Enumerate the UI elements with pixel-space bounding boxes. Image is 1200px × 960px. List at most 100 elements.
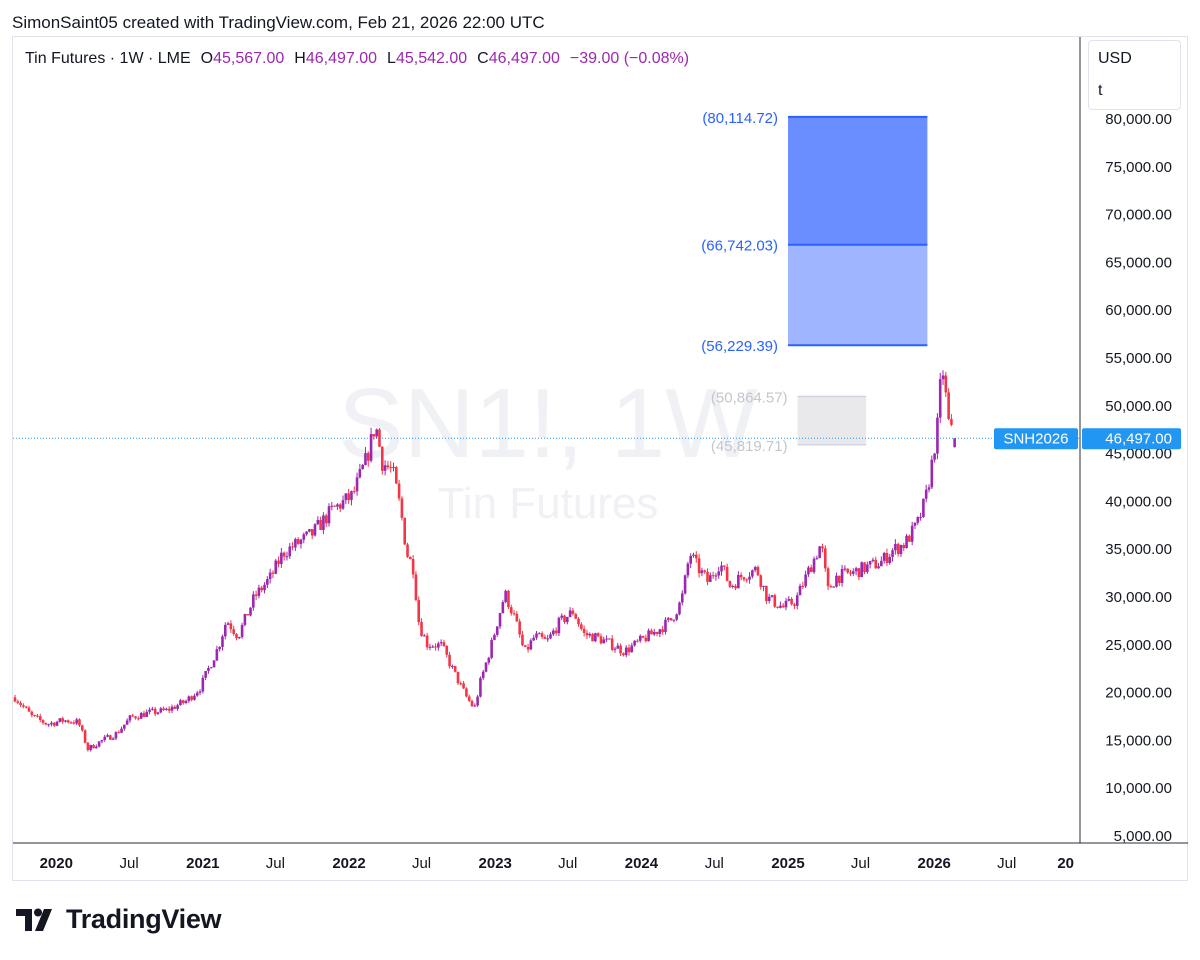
candle-body [114, 732, 118, 739]
candle-body [305, 531, 308, 535]
unit-label[interactable]: t [1098, 82, 1103, 99]
candle-body [344, 493, 348, 501]
candle-body [322, 515, 325, 531]
candle-body [793, 604, 796, 606]
candle-body [523, 645, 527, 647]
candle-body [930, 459, 934, 488]
candle-body [922, 498, 925, 518]
candle-body [748, 576, 751, 580]
candle-body [857, 568, 861, 578]
x-tick-label: Jul [266, 855, 285, 872]
candle-body [507, 590, 510, 608]
candle-body [742, 577, 746, 580]
candle-body [470, 700, 474, 707]
candle-body [235, 633, 238, 639]
candle-body [669, 618, 673, 621]
candle-body [145, 711, 149, 717]
candle-body [661, 629, 664, 632]
candle-body [319, 520, 322, 531]
candle-body [66, 720, 70, 723]
candle-body [652, 631, 656, 635]
candle-body [428, 646, 432, 648]
x-tick-label: Jul [851, 855, 870, 872]
candle-body [159, 708, 163, 713]
candle-body [498, 613, 502, 627]
candle-body [24, 706, 28, 708]
candle-body [341, 500, 345, 509]
candle-body [86, 742, 90, 750]
candle-body [462, 683, 465, 689]
candle-body [142, 713, 146, 717]
candle-body [330, 505, 334, 507]
candle-body [849, 572, 852, 574]
candle-body [835, 575, 838, 587]
candle-body [543, 637, 547, 639]
candle-body [252, 594, 255, 608]
candle-body [442, 642, 446, 646]
price-zones [13, 115, 1080, 446]
candle-body [644, 637, 648, 642]
candle-body [812, 558, 816, 573]
grey-level-label: (45,819.71) [711, 438, 788, 455]
candle-body [537, 633, 541, 635]
currency-unit-box[interactable]: USD t [1088, 40, 1181, 110]
candle-body [675, 614, 678, 620]
candle-body [896, 543, 900, 554]
candle-body [678, 602, 681, 615]
x-tick-label: Jul [705, 855, 724, 872]
grey-zone [797, 396, 867, 445]
candle-body [627, 647, 631, 653]
candle-body [622, 653, 625, 656]
candle-body [50, 722, 53, 725]
currency-label[interactable]: USD [1098, 50, 1132, 67]
candle-body [518, 621, 521, 635]
candle-body [134, 716, 137, 719]
candles [13, 370, 956, 752]
candle-body [392, 467, 395, 469]
candle-body [181, 700, 185, 703]
candle-body [714, 575, 718, 577]
candle-body [866, 564, 869, 573]
candle-body [308, 529, 311, 532]
candle-body [756, 567, 760, 576]
candle-body [249, 607, 252, 616]
candle-body [162, 708, 165, 711]
candle-body [38, 716, 42, 721]
symbol-label[interactable]: Tin Futures · 1W · LME [25, 50, 191, 67]
grey-level-label: (50,864.57) [711, 390, 788, 407]
candle-body [52, 722, 56, 726]
candle-body [874, 559, 878, 569]
candle-body [22, 705, 25, 707]
y-tick-label: 35,000.00 [1105, 541, 1172, 558]
candle-body [414, 574, 418, 601]
candle-body [190, 696, 193, 700]
candle-body [310, 529, 314, 536]
candle-body [532, 637, 535, 641]
candle-body [294, 539, 297, 548]
candle-body [594, 633, 597, 642]
candle-body [445, 645, 449, 655]
candle-body [131, 715, 135, 717]
candle-body [807, 567, 810, 575]
candle-body [451, 665, 454, 667]
candle-body [487, 657, 491, 663]
candle-body [336, 504, 339, 507]
candle-body [268, 572, 272, 580]
candle-body [504, 590, 507, 603]
candle-body [882, 552, 886, 561]
candle-body [596, 633, 600, 637]
candle-body [179, 700, 182, 706]
candle-body [151, 708, 154, 710]
candle-body [515, 613, 519, 622]
candle-body [92, 744, 95, 749]
candle-body [924, 489, 928, 499]
candle-body [64, 720, 67, 722]
y-tick-label: 5,000.00 [1114, 828, 1172, 845]
candle-body [187, 696, 191, 701]
candle-body [111, 738, 115, 740]
candle-body [633, 640, 636, 646]
x-tick-label: 2020 [40, 855, 73, 872]
candle-body [571, 610, 575, 614]
candle-body [605, 638, 608, 640]
